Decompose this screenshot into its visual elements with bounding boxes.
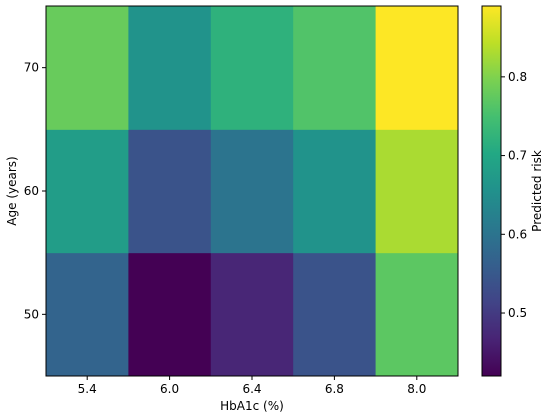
heatmap-cell xyxy=(375,6,459,130)
x-tick-label: 6.0 xyxy=(160,382,179,396)
x-tick-label: 6.4 xyxy=(242,382,261,396)
heatmap-cells xyxy=(46,6,459,377)
x-axis-label: HbA1c (%) xyxy=(220,399,284,413)
colorbar xyxy=(481,5,502,377)
heatmap-cell xyxy=(128,129,212,254)
heatmap-cell xyxy=(210,129,294,254)
y-axis-label: Age (years) xyxy=(5,156,19,225)
heatmap-cell xyxy=(46,6,129,130)
x-tick-label: 6.8 xyxy=(325,382,344,396)
heatmap-cell xyxy=(293,6,377,130)
heatmap-cell xyxy=(46,252,129,377)
heatmap-cell xyxy=(128,252,212,377)
x-tick-label: 5.4 xyxy=(78,382,97,396)
x-tick-label: 8.0 xyxy=(407,382,426,396)
y-tick-label: 60 xyxy=(24,184,39,198)
y-axis-ticks: 50 60 70 xyxy=(24,61,46,321)
colorbar-tick-label: 0.5 xyxy=(508,306,527,320)
heatmap-cell xyxy=(46,129,129,254)
heatmap-cell xyxy=(375,252,459,377)
heatmap-cell xyxy=(210,252,294,377)
heatmap-cell xyxy=(293,129,377,254)
colorbar-label: Predicted risk xyxy=(530,150,544,232)
heatmap-cell xyxy=(128,6,212,130)
heatmap-cell xyxy=(293,252,377,377)
x-axis-ticks: 5.4 6.0 6.4 6.8 8.0 xyxy=(78,376,426,396)
y-tick-label: 70 xyxy=(24,61,39,75)
y-tick-label: 50 xyxy=(24,307,39,321)
colorbar-tick-label: 0.8 xyxy=(508,70,527,84)
colorbar-ticks: 0.5 0.6 0.7 0.8 xyxy=(501,70,527,320)
colorbar-tick-label: 0.7 xyxy=(508,149,527,163)
heatmap-cell xyxy=(375,129,459,254)
heatmap-cell xyxy=(210,6,294,130)
colorbar-tick-label: 0.6 xyxy=(508,227,527,241)
